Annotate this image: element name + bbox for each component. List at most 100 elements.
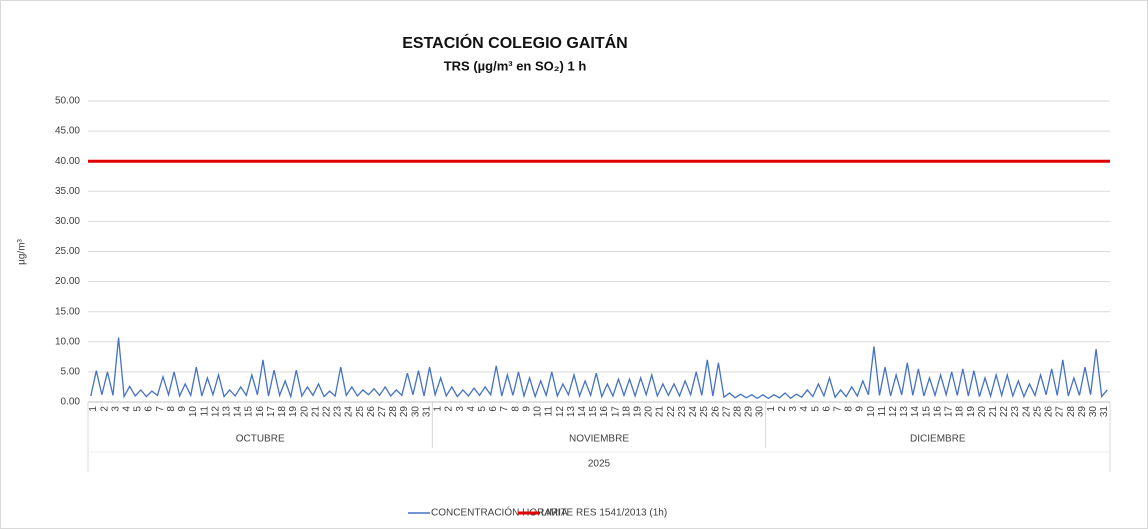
x-tick-label: 10 [533, 406, 544, 418]
x-tick-label: 24 [688, 406, 699, 418]
x-tick-label: 27 [377, 406, 388, 418]
x-tick-label: 30 [410, 406, 421, 418]
x-tick-label: 15 [921, 406, 932, 418]
x-tick-label: 3 [110, 406, 121, 412]
x-tick-label: 9 [855, 406, 866, 412]
x-tick-label: 20 [299, 406, 310, 418]
x-tick-label: 25 [1032, 406, 1043, 418]
x-tick-label: 29 [744, 406, 755, 418]
chart-subtitle: TRS (µg/m³ en SO₂) 1 h [444, 58, 587, 73]
x-tick-label: 8 [844, 406, 855, 412]
y-tick-label: 40.00 [55, 156, 80, 167]
x-tick-label: 16 [599, 406, 610, 418]
x-tick-label: 19 [633, 406, 644, 418]
x-tick-label: 27 [721, 406, 732, 418]
x-tick-label: 8 [510, 406, 521, 412]
x-tick-label: 22 [666, 406, 677, 418]
x-tick-label: 8 [166, 406, 177, 412]
x-tick-label: 9 [521, 406, 532, 412]
x-tick-label: 7 [155, 406, 166, 412]
legend-label: LIMITE RES 1541/2013 (1h) [541, 508, 667, 519]
x-tick-label: 6 [821, 406, 832, 412]
x-tick-label: 7 [499, 406, 510, 412]
x-tick-label: 12 [888, 406, 899, 418]
x-tick-label: 26 [710, 406, 721, 418]
x-tick-label: 2 [99, 406, 110, 412]
x-tick-label: 31 [1099, 406, 1110, 418]
x-tick-label: 30 [1088, 406, 1099, 418]
x-tick-label: 4 [466, 406, 477, 412]
x-tick-label: 17 [610, 406, 621, 418]
x-tick-label: 26 [1044, 406, 1055, 418]
x-tick-label: 2 [777, 406, 788, 412]
x-tick-label: 11 [199, 406, 210, 417]
x-tick-label: 5 [477, 406, 488, 412]
x-tick-label: 16 [255, 406, 266, 418]
x-tick-label: 29 [399, 406, 410, 418]
x-tick-label: 25 [355, 406, 366, 418]
x-tick-label: 19 [288, 406, 299, 418]
x-tick-label: 17 [266, 406, 277, 418]
x-tick-label: 13 [221, 406, 232, 418]
x-tick-label: 28 [388, 406, 399, 418]
x-tick-label: 10 [188, 406, 199, 418]
month-label: DICIEMBRE [910, 434, 966, 445]
y-tick-label: 15.00 [55, 306, 80, 317]
x-tick-label: 22 [999, 406, 1010, 418]
y-tick-label: 50.00 [55, 96, 80, 107]
x-tick-label: 20 [644, 406, 655, 418]
x-tick-label: 22 [321, 406, 332, 418]
x-tick-label: 16 [932, 406, 943, 418]
x-tick-label: 31 [421, 406, 432, 418]
x-tick-label: 6 [144, 406, 155, 412]
y-tick-label: 35.00 [55, 186, 80, 197]
x-tick-label: 28 [1066, 406, 1077, 418]
x-tick-label: 19 [966, 406, 977, 418]
x-tick-label: 28 [732, 406, 743, 418]
x-tick-label: 20 [977, 406, 988, 418]
x-tick-label: 1 [433, 406, 444, 412]
x-tick-label: 7 [832, 406, 843, 412]
y-tick-label: 5.00 [61, 367, 81, 378]
x-tick-label: 24 [344, 406, 355, 418]
x-tick-label: 14 [577, 406, 588, 418]
x-tick-label: 17 [944, 406, 955, 418]
x-tick-label: 14 [233, 406, 244, 418]
chart-title: ESTACIÓN COLEGIO GAITÁN [402, 33, 627, 52]
y-tick-label: 30.00 [55, 216, 80, 227]
y-tick-label: 45.00 [55, 126, 80, 137]
x-tick-label: 23 [677, 406, 688, 418]
x-tick-label: 14 [910, 406, 921, 418]
x-tick-label: 12 [555, 406, 566, 418]
y-tick-label: 25.00 [55, 246, 80, 257]
x-tick-label: 10 [866, 406, 877, 418]
x-tick-label: 29 [1077, 406, 1088, 418]
x-tick-label: 3 [455, 406, 466, 412]
x-tick-label: 1 [88, 406, 99, 412]
x-tick-label: 30 [755, 406, 766, 418]
x-tick-label: 13 [566, 406, 577, 418]
x-tick-label: 18 [277, 406, 288, 418]
x-tick-label: 18 [621, 406, 632, 418]
x-tick-label: 23 [333, 406, 344, 418]
x-tick-label: 4 [122, 406, 133, 412]
year-label: 2025 [588, 459, 611, 470]
legend-label: CONCENTRACIÓN HORARIA [431, 506, 568, 519]
x-tick-label: 2 [444, 406, 455, 412]
x-tick-label: 27 [1055, 406, 1066, 418]
x-tick-label: 9 [177, 406, 188, 412]
x-tick-label: 21 [655, 406, 666, 418]
x-tick-label: 12 [210, 406, 221, 418]
y-tick-label: 20.00 [55, 276, 80, 287]
month-label: NOVIEMBRE [569, 434, 629, 445]
x-tick-label: 21 [310, 406, 321, 418]
x-tick-label: 25 [699, 406, 710, 418]
y-tick-label: 0.00 [61, 397, 81, 408]
x-tick-label: 11 [544, 406, 555, 417]
x-tick-label: 3 [788, 406, 799, 412]
x-tick-label: 5 [810, 406, 821, 412]
data-line [90, 337, 1108, 400]
x-tick-label: 18 [955, 406, 966, 418]
